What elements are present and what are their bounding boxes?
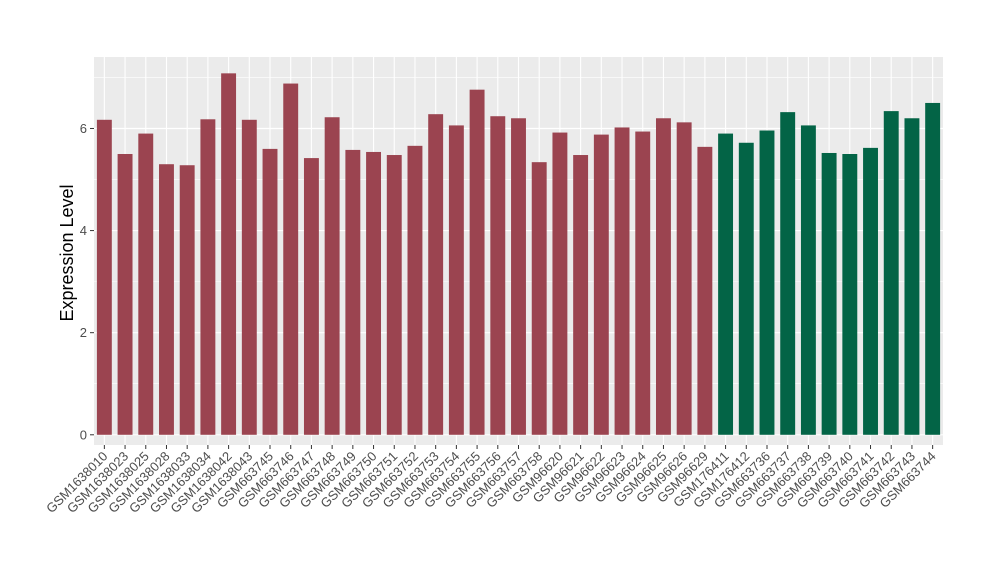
y-tick-label: 6 — [80, 121, 87, 136]
bar — [386, 155, 402, 435]
bar — [780, 112, 796, 435]
bar — [635, 131, 651, 435]
bar — [593, 134, 609, 435]
bar — [676, 122, 692, 435]
y-axis: 0 2 4 6 — [80, 121, 94, 442]
bar — [697, 146, 713, 435]
y-axis-label: Expression Level — [57, 184, 77, 321]
bar — [366, 151, 382, 435]
y-tick-label: 2 — [80, 325, 87, 340]
bar — [262, 148, 278, 435]
bar — [883, 111, 899, 435]
bar — [221, 73, 237, 435]
bar — [925, 102, 941, 435]
bar — [469, 89, 485, 435]
bar — [842, 154, 858, 435]
bar — [552, 132, 568, 435]
bar — [179, 165, 195, 435]
bar — [800, 125, 816, 435]
bar — [718, 133, 734, 435]
bar — [96, 119, 112, 435]
bar — [303, 158, 319, 435]
bar — [531, 162, 547, 435]
bar — [904, 118, 920, 435]
bar — [821, 152, 837, 435]
bar — [138, 133, 154, 435]
bar — [428, 114, 444, 435]
bar — [759, 130, 775, 435]
bar — [159, 164, 174, 435]
y-tick-label: 0 — [80, 427, 87, 442]
bar — [448, 125, 464, 435]
bar — [573, 155, 589, 435]
bar — [345, 149, 361, 435]
bars — [96, 73, 941, 435]
bar — [863, 147, 878, 435]
bar — [407, 145, 423, 435]
bar — [511, 118, 526, 435]
bar — [241, 119, 257, 435]
bar — [200, 119, 216, 435]
x-axis: GSM1638010GSM1638023GSM1638025GSM1638028… — [43, 445, 939, 516]
bar — [738, 142, 754, 435]
bar — [117, 154, 133, 435]
bar — [324, 117, 340, 435]
y-tick-label: 4 — [80, 223, 87, 238]
bar — [283, 83, 299, 435]
bar — [490, 116, 506, 435]
bar — [655, 118, 671, 435]
bar — [614, 127, 630, 435]
